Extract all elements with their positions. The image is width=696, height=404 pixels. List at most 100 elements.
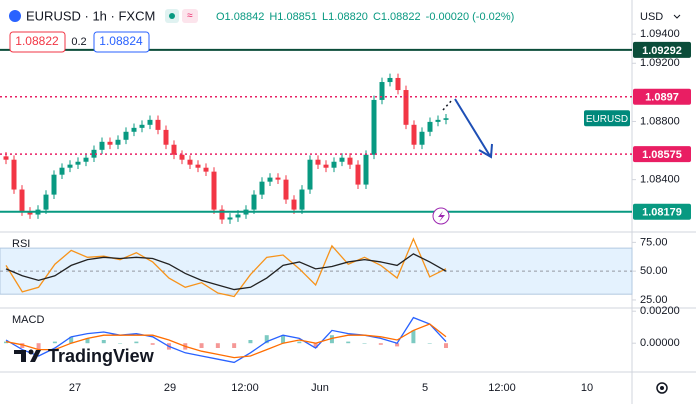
candle-body <box>315 159 321 165</box>
projection-dots <box>442 99 453 111</box>
candle-body <box>27 211 33 215</box>
candle-body <box>123 131 129 140</box>
histogram-bar <box>411 330 416 344</box>
candle-body <box>187 159 193 165</box>
x-tick-label: Jun <box>311 382 329 394</box>
ohlc-value: H1.08851 <box>269 11 317 23</box>
currency[interactable]: USD <box>640 11 663 23</box>
candle-body <box>371 99 377 155</box>
candle-body <box>67 164 73 168</box>
candle-body <box>139 124 145 128</box>
candle-body <box>435 119 441 122</box>
candle-body <box>307 159 313 190</box>
symbol-icon <box>9 10 21 22</box>
histogram-bar <box>118 343 123 344</box>
candle-body <box>395 77 401 91</box>
candle-body <box>107 141 113 145</box>
ohlc-value: -0.00020 (-0.02%) <box>426 11 515 23</box>
candle-body <box>419 131 425 145</box>
pane-title: RSI <box>12 238 30 250</box>
y-tick-label: 50.00 <box>640 265 668 277</box>
candle-body <box>3 156 9 160</box>
candle-body <box>347 157 353 165</box>
dropdown-icon <box>673 14 681 19</box>
rsi-band <box>0 247 633 295</box>
candle-body <box>379 82 385 100</box>
x-tick-label: 5 <box>422 382 428 394</box>
x-tick-label: 12:00 <box>488 382 516 394</box>
x-tick-label: 29 <box>164 382 176 394</box>
histogram-bar <box>52 341 57 344</box>
y-tick-label: 75.00 <box>640 236 668 248</box>
candle-body <box>363 154 369 185</box>
settings-center <box>660 386 664 390</box>
sell-price: 1.08822 <box>15 34 59 48</box>
histogram-bar <box>362 343 367 344</box>
candle-body <box>403 90 409 125</box>
indicator-line <box>5 316 447 364</box>
y-tick-label: 0.00000 <box>640 337 680 349</box>
candle-body <box>131 127 137 132</box>
histogram-bar <box>297 341 302 344</box>
candle-body <box>211 171 217 210</box>
candle-body <box>219 209 225 220</box>
ohlc-value: C1.08822 <box>373 11 421 23</box>
histogram-bar <box>264 335 269 344</box>
y-tick-label: 0.00200 <box>640 305 680 317</box>
level-label: 1.09292 <box>642 45 682 57</box>
candle-body <box>291 199 297 210</box>
candle-body <box>339 157 345 162</box>
indicator-line <box>5 323 447 359</box>
x-tick-label: 27 <box>69 382 81 394</box>
event-bolt <box>438 211 445 222</box>
candle-body <box>147 119 153 125</box>
candle-body <box>11 159 17 190</box>
histogram-bar <box>281 335 286 344</box>
candle-body <box>411 124 417 145</box>
y-tick-label: 1.09200 <box>640 57 680 69</box>
chart-title: EURUSD · 1h · FXCM <box>26 8 155 23</box>
histogram-bar <box>444 343 448 348</box>
level-label: 1.08575 <box>642 149 682 161</box>
histogram-bar <box>85 338 90 344</box>
pane-title: MACD <box>12 314 44 326</box>
symbol-tag: EURUSD <box>586 114 628 125</box>
level-label-box <box>633 41 691 58</box>
watermark: TradingView <box>48 346 155 366</box>
histogram-bar <box>378 343 383 345</box>
histogram-bar <box>4 341 8 344</box>
logo-mark <box>14 350 41 362</box>
settings-icon[interactable] <box>656 382 668 394</box>
projection-arrow <box>454 98 491 157</box>
histogram-bar <box>232 343 237 348</box>
logo-dot <box>28 349 34 355</box>
candle-body <box>163 129 169 145</box>
histogram-bar <box>69 336 74 344</box>
status-dot <box>169 13 175 19</box>
y-tick-label: 25.00 <box>640 294 668 306</box>
x-tick-label: 10 <box>581 382 593 394</box>
histogram-bar <box>134 341 139 344</box>
candle-body <box>59 167 65 175</box>
level-label-box <box>633 88 691 105</box>
candle-body <box>323 164 329 168</box>
histogram-bar <box>329 335 334 344</box>
candle-body <box>51 174 57 195</box>
candle-body <box>355 164 361 185</box>
buy-button[interactable] <box>93 31 150 53</box>
symbol-tag-box <box>584 110 630 127</box>
level-label: 1.0897 <box>645 92 679 104</box>
histogram-bar <box>346 341 351 344</box>
histogram-bar <box>199 343 204 348</box>
histogram-bar <box>427 343 432 344</box>
histogram-bar <box>313 343 318 348</box>
candle-body <box>171 144 177 155</box>
histogram-bar <box>20 343 25 348</box>
candle-body <box>83 157 89 162</box>
candle-body <box>195 164 201 168</box>
sell-button[interactable] <box>9 31 66 53</box>
candle-body <box>235 214 241 218</box>
level-label: 1.08179 <box>642 207 682 219</box>
